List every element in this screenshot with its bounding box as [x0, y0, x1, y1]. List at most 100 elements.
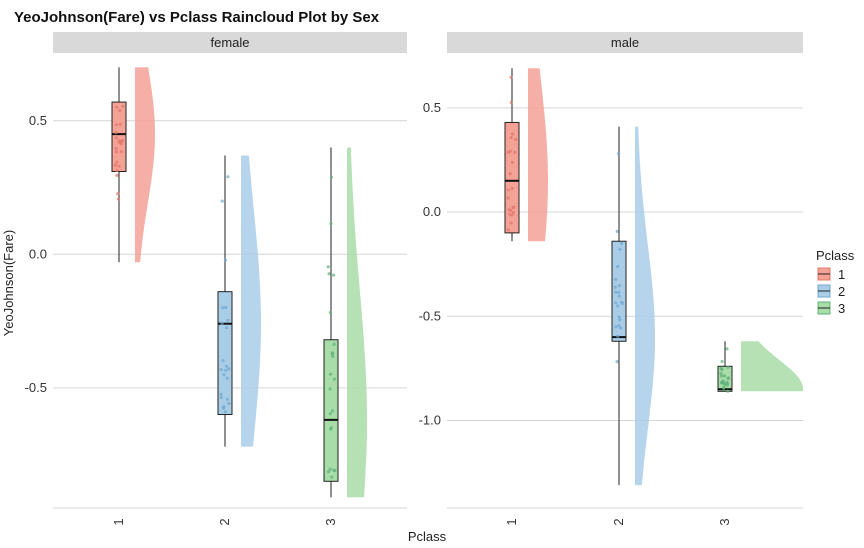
point-class-3	[725, 383, 729, 387]
point-class-2	[221, 359, 225, 363]
point-class-1	[510, 213, 514, 217]
point-class-2	[224, 305, 228, 309]
point-class-3	[333, 469, 337, 473]
point-class-1	[114, 123, 118, 127]
point-class-1	[506, 196, 510, 200]
point-class-2	[617, 294, 621, 298]
point-class-3	[331, 409, 335, 413]
point-class-1	[509, 100, 513, 104]
female-marks	[111, 67, 367, 498]
point-class-3	[719, 372, 723, 376]
box-class-1	[111, 101, 127, 172]
point-class-3	[722, 374, 727, 378]
point-class-2	[615, 229, 619, 233]
legend: Pclass 1 2 3	[816, 248, 855, 316]
point-class-1	[506, 188, 510, 192]
point-class-2	[227, 401, 231, 406]
point-class-2	[225, 326, 229, 330]
x-axis-title: Pclass	[408, 529, 447, 544]
strip-male-label: male	[611, 35, 639, 50]
point-class-2	[226, 318, 230, 322]
cloud-class-2	[241, 155, 261, 447]
point-class-2	[222, 373, 226, 377]
point-class-3	[332, 273, 336, 277]
point-class-1	[119, 150, 123, 154]
point-class-2	[615, 360, 619, 364]
y-tick-label: 0.0	[423, 204, 441, 219]
point-class-1	[506, 228, 511, 232]
point-class-2	[618, 318, 622, 322]
point-class-1	[118, 108, 122, 113]
x-tick-label: 1	[111, 518, 126, 525]
point-class-3	[329, 372, 333, 376]
legend-label-1: 1	[838, 267, 845, 282]
point-class-1	[120, 139, 124, 143]
point-class-3	[328, 467, 332, 471]
point-class-1	[509, 136, 513, 140]
strip-male-bg	[447, 32, 803, 53]
point-class-2	[227, 367, 231, 371]
female-x-ticks: 1 2 3	[111, 518, 338, 525]
cloud-class-2	[635, 126, 655, 486]
point-class-1	[115, 173, 119, 177]
point-class-2	[220, 199, 224, 203]
point-class-2	[618, 247, 622, 251]
point-class-3	[329, 175, 333, 179]
x-tick-label: 2	[217, 518, 232, 525]
legend-label-2: 2	[838, 284, 845, 299]
point-class-2	[614, 325, 618, 329]
male-marks	[504, 68, 803, 486]
point-class-1	[121, 104, 125, 108]
y-axis-title: YeoJohnson(Fare)	[1, 230, 16, 336]
point-class-2	[219, 395, 223, 400]
point-class-2	[613, 285, 618, 289]
point-class-1	[115, 168, 119, 173]
panel-female: female 0.5 0.0 -0.5 1 2 3	[25, 32, 407, 526]
point-class-1	[115, 105, 119, 109]
point-class-3	[328, 310, 332, 315]
point-class-2	[224, 368, 228, 372]
point-class-3	[726, 389, 730, 393]
point-class-1	[511, 205, 515, 210]
y-tick-label: -0.5	[25, 380, 47, 395]
y-tick-label: -0.5	[419, 308, 441, 323]
point-class-3	[720, 368, 724, 372]
point-class-3	[723, 383, 727, 387]
point-class-2	[617, 315, 621, 319]
point-class-3	[726, 365, 730, 369]
point-class-2	[617, 284, 622, 288]
point-class-1	[508, 172, 512, 176]
strip-female-label: female	[210, 35, 249, 50]
point-class-1	[510, 160, 514, 164]
point-class-1	[113, 163, 117, 167]
box-class-1	[504, 121, 520, 234]
point-class-2	[617, 290, 621, 295]
point-class-1	[114, 131, 118, 135]
cloud-class-3	[347, 147, 367, 498]
chart-title: YeoJohnson(Fare) vs Pclass Raincloud Plo…	[14, 9, 380, 26]
point-class-3	[332, 377, 336, 381]
point-class-1	[117, 164, 121, 168]
point-class-2	[219, 368, 223, 372]
point-class-1	[510, 186, 514, 191]
point-class-3	[330, 475, 334, 479]
x-tick-label: 3	[323, 518, 338, 525]
point-class-2	[619, 326, 623, 330]
point-class-3	[330, 351, 334, 355]
male-x-ticks: 1 2 3	[504, 518, 732, 525]
point-class-2	[219, 392, 223, 396]
y-tick-label: -1.0	[419, 412, 441, 427]
point-class-2	[617, 324, 621, 328]
point-class-3	[725, 380, 729, 384]
point-class-2	[614, 301, 618, 305]
point-class-1	[508, 149, 512, 153]
point-class-1	[115, 160, 119, 164]
point-class-3	[725, 347, 729, 351]
legend-title: Pclass	[816, 248, 855, 263]
point-class-1	[507, 208, 511, 212]
point-class-3	[326, 470, 331, 474]
y-tick-label: 0.5	[423, 100, 441, 115]
box-class-3	[323, 339, 339, 482]
point-class-1	[119, 142, 123, 146]
